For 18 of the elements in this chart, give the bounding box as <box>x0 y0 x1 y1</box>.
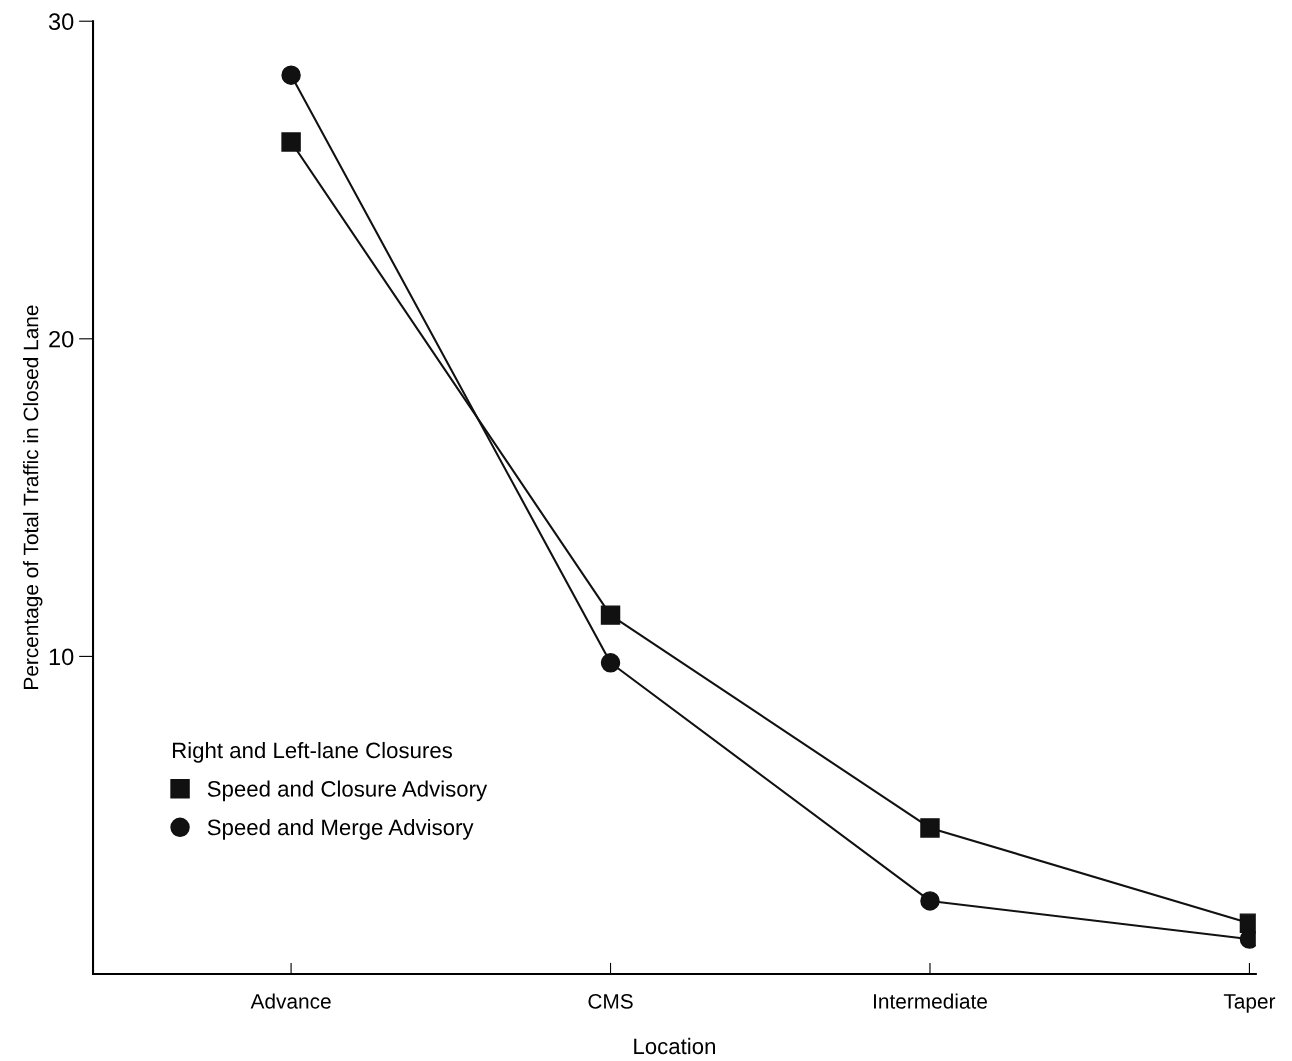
point <box>920 891 940 911</box>
y-tick-label: 30 <box>48 13 74 31</box>
y-tick-label: 20 <box>49 330 74 348</box>
y-tick-label: 10 <box>49 648 74 666</box>
point <box>281 65 301 85</box>
legend-label: Speed and Merge Advisory <box>207 818 474 840</box>
x-tick-label: CMS <box>588 993 633 1009</box>
point <box>600 653 621 673</box>
legend-title: Right and Left-lane Closures <box>172 741 452 763</box>
x-tick-label: Taper <box>1223 994 1276 1013</box>
x-tick-label: Advance <box>250 993 331 1009</box>
y-axis-title: Percentage of Total Traffic in Closed Lane <box>23 305 43 689</box>
x-tick-label: Intermediate <box>874 993 987 1009</box>
point <box>600 605 621 625</box>
point <box>920 818 940 838</box>
legend-label: Speed and Closure Advisory <box>207 780 488 802</box>
point <box>281 132 301 152</box>
x-axis-title: Location <box>634 1037 715 1055</box>
